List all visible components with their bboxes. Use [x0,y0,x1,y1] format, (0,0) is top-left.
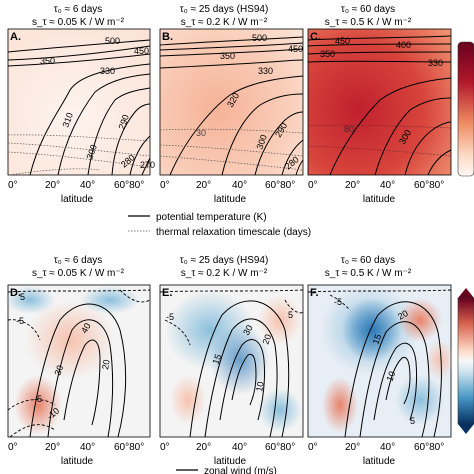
panel-f: 20 15 10 5 -5 F. [308,285,454,437]
panel-a-label-330: 330 [100,66,115,76]
panel-b: 500 450 350 330 320 300 290 280 30 B. [160,29,303,175]
f-xtick-20: 20° [345,442,360,453]
panel-d-label-neg5b: -5 [34,394,42,404]
panel-b-label-500: 500 [252,33,267,43]
a-xtick-20: 20° [45,180,60,191]
panel-a-label-500: 500 [105,36,120,46]
panel-f-label-5: 5 [410,416,415,426]
panel-e-letter: E. [162,287,172,299]
bottom-xticks: 0° 20° 40° 60°80° 0° 20° 40° 60°80° 0° 2… [8,442,444,453]
panel-c-label-350: 350 [320,49,335,59]
panel-b-title1: τ₀ ≈ 25 days (HS94) [180,4,269,15]
panel-titles-top: τ₀ ≈ 6 days s_τ ≈ 0.05 K / W m⁻² τ₀ ≈ 25… [32,4,412,28]
d-xtick-40: 40° [80,442,95,453]
f-xtick-60: 60°80° [414,442,444,453]
top-xlabels: latitude latitude latitude [61,194,396,205]
panel-titles-bottom: τ₀ ≈ 6 days s_τ ≈ 0.05 K / W m⁻² τ₀ ≈ 25… [32,255,412,279]
panel-f-letter: F. [310,287,319,299]
panel-b-letter: B. [162,31,173,43]
a-xtick-60: 60°80° [114,180,144,191]
c-xlabel: latitude [363,194,396,205]
b-xlabel: latitude [214,194,247,205]
panel-c-title1: τ₀ ≈ 60 days [341,4,395,15]
panel-d-title2: s_τ ≈ 0.05 K / W m⁻² [32,268,125,279]
panel-d-letter: D. [10,287,21,299]
panel-c-letter: C. [310,31,321,43]
e-xtick-60: 60°80° [265,442,295,453]
panel-c-label-330: 330 [428,58,443,68]
d-xtick-20: 20° [45,442,60,453]
panel-d-label-20: 20 [100,359,112,371]
c-xtick-20: 20° [345,180,360,191]
panel-c: 450 400 350 330 300 80 C. [308,29,451,175]
d-xtick-0: 0° [8,442,18,453]
panel-e-title2: s_τ ≈ 0.2 K / W m⁻² [181,268,268,279]
panel-b-label-450: 450 [288,44,303,54]
panel-a-letter: A. [10,31,21,43]
bottom-colorbar [458,288,474,434]
legend-relaxation-timescale: thermal relaxation timescale (days) [156,227,311,238]
panel-e: 30 20 15 10 -5 5 E. [160,285,303,437]
panel-b-label-30: 30 [196,128,206,138]
panel-a-title1: τ₀ ≈ 6 days [54,4,103,15]
panel-e-label-neg5: -5 [166,312,174,322]
legend-potential-temperature: potential temperature (K) [156,212,267,223]
panel-e-label-5: 5 [288,310,293,320]
a-xtick-40: 40° [80,180,95,191]
e-xtick-0: 0° [160,442,170,453]
f-xtick-40: 40° [380,442,395,453]
d-xtick-60: 60°80° [114,442,144,453]
panel-b-label-350: 350 [220,51,235,61]
a-xlabel: latitude [61,194,94,205]
panel-f-title1: τ₀ ≈ 60 days [341,255,395,266]
panel-a-label-270: 270 [140,160,155,170]
e-xtick-20: 20° [196,442,211,453]
panel-c-label-80: 80 [344,124,354,134]
b-xtick-0: 0° [160,180,170,191]
a-xtick-0: 0° [8,180,18,191]
panel-d: 40 30 20 -5 -5 -10 5 D. [5,285,150,437]
top-xticks: 0° 20° 40° 60°80° 0° 20° 40° 60°80° 0° 2… [8,180,444,191]
panel-a-label-350: 350 [40,56,55,66]
bottom-legend: zonal wind (m/s) [176,466,277,474]
panel-e-label-10: 10 [254,381,266,393]
top-legend: potential temperature (K) thermal relaxa… [128,212,311,238]
legend-zonal-wind: zonal wind (m/s) [204,466,277,474]
panel-c-title2: s_τ ≈ 0.5 K / W m⁻² [325,17,412,28]
b-xtick-20: 20° [196,180,211,191]
d-xlabel: latitude [61,456,94,467]
panel-b-title2: s_τ ≈ 0.2 K / W m⁻² [181,17,268,28]
panel-a: 500 450 350 330 310 300 290 280 270 A. [8,29,155,175]
b-xtick-40: 40° [232,180,247,191]
panel-d-label-neg5: -5 [16,316,24,326]
b-xtick-60: 60°80° [265,180,295,191]
e-xtick-40: 40° [232,442,247,453]
top-colorbar [458,42,474,176]
panel-f-title2: s_τ ≈ 0.5 K / W m⁻² [325,268,412,279]
c-xtick-0: 0° [308,180,318,191]
panel-c-label-400: 400 [396,40,411,50]
c-xtick-40: 40° [380,180,395,191]
panel-d-title1: τ₀ ≈ 6 days [54,255,103,266]
c-xtick-60: 60°80° [414,180,444,191]
panel-a-label-450: 450 [134,46,149,56]
panel-f-label-neg5: -5 [334,297,342,307]
panel-e-title1: τ₀ ≈ 25 days (HS94) [180,255,269,266]
panel-b-label-330: 330 [258,66,273,76]
f-xtick-0: 0° [308,442,318,453]
panel-c-label-450: 450 [335,36,350,46]
f-xlabel: latitude [363,456,396,467]
panel-a-title2: s_τ ≈ 0.05 K / W m⁻² [32,17,125,28]
